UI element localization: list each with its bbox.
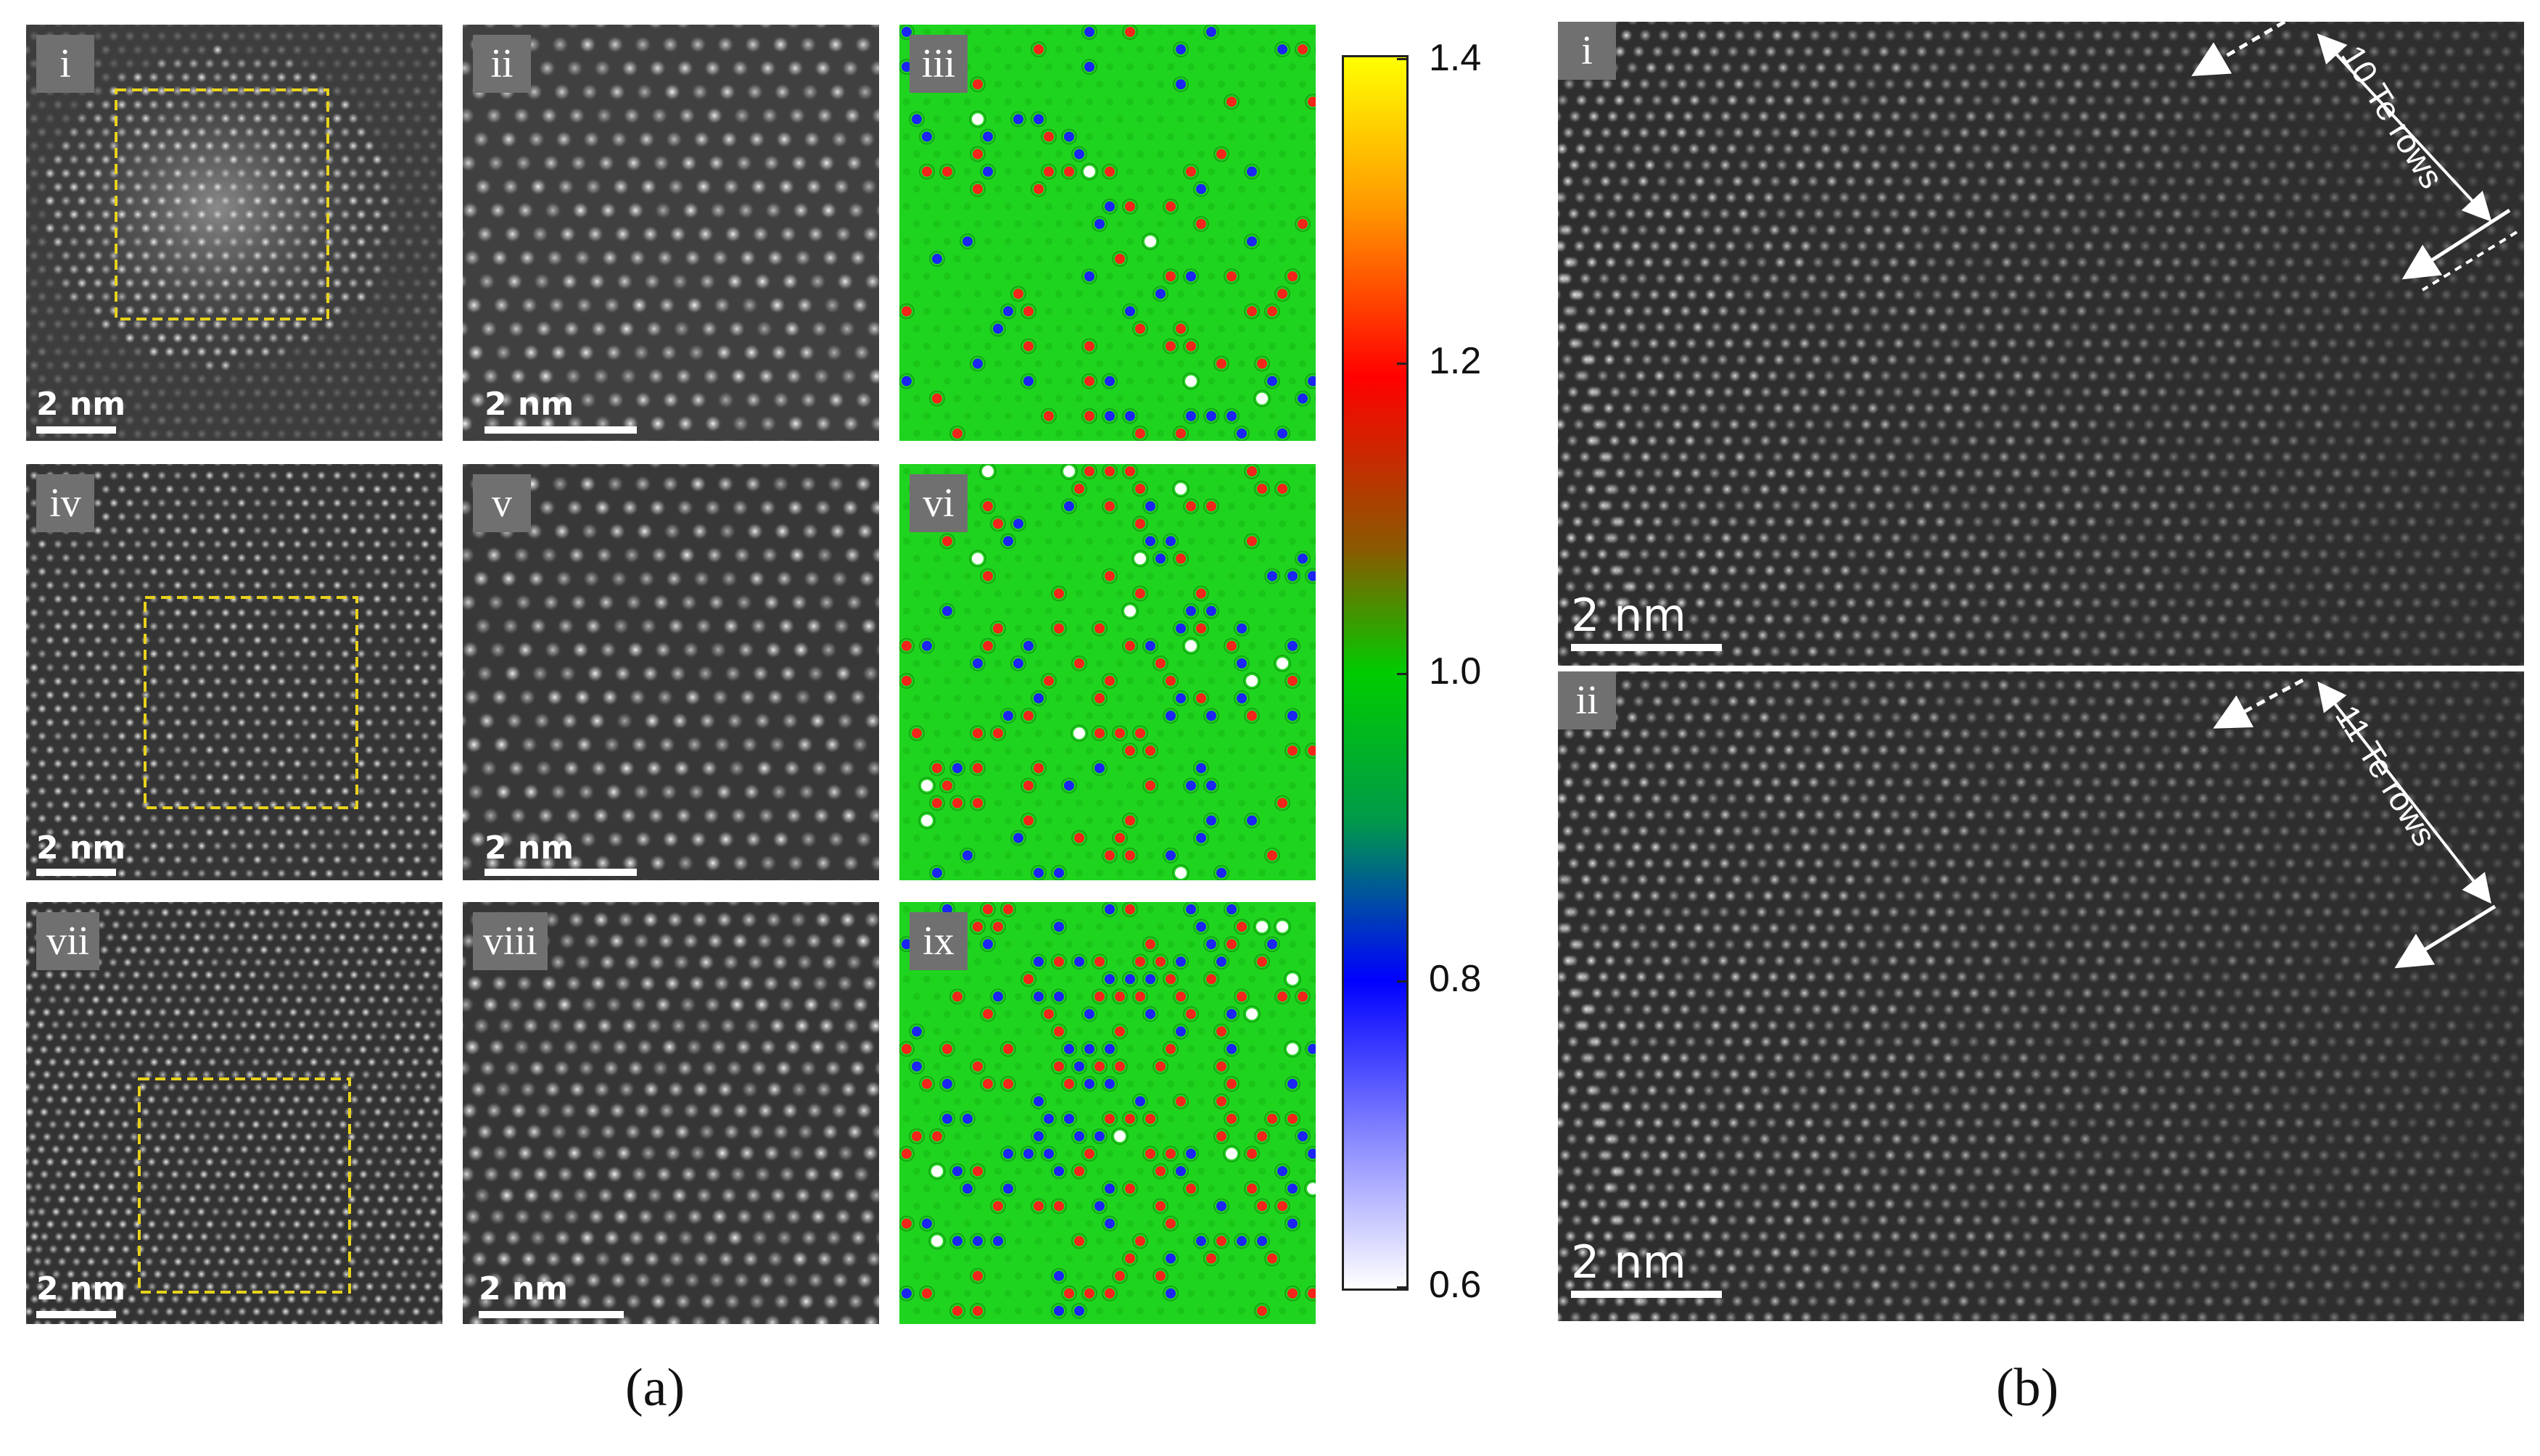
colorbar-tickmark — [1397, 363, 1409, 365]
micrograph-overview-iv: iv 2 nm — [26, 464, 442, 880]
colorbar-tickmark — [1397, 58, 1409, 60]
panel-label-b-ii: ii — [1558, 671, 1616, 729]
colorbar-tick-label: 0.8 — [1429, 958, 1482, 1000]
atom-columns — [463, 902, 879, 1324]
lattice-image — [26, 902, 442, 1324]
atom-columns — [26, 25, 442, 440]
micrograph-b-i: i 2 nm — [1558, 22, 2524, 666]
lattice-image — [26, 25, 442, 441]
colorbar-tick-label: 1.0 — [1429, 650, 1482, 692]
micrograph-zoom-v: v 2 nm — [463, 464, 879, 880]
lattice-image — [1558, 22, 2524, 666]
panel-b-divider — [1558, 666, 2524, 671]
micrograph-overview-i: i 2 nm — [26, 25, 442, 441]
micrograph-overview-vii: vii 2 nm — [26, 902, 442, 1324]
lattice-image — [463, 902, 879, 1324]
colorbar-gradient — [1344, 57, 1406, 1289]
panel-label-viii: viii — [473, 912, 548, 970]
colorbar — [1342, 55, 1409, 1291]
colorbar-tickmark — [1397, 673, 1409, 675]
lattice-image — [463, 25, 879, 441]
micrograph-zoom-viii: viii 2 nm — [463, 902, 879, 1324]
panel-label-vi: vi — [910, 474, 968, 532]
colorbar-tickmark — [1397, 980, 1409, 983]
panel-label-iii: iii — [910, 35, 968, 93]
map-atoms — [899, 902, 1316, 1319]
roi-box — [138, 1077, 351, 1294]
roi-box — [115, 88, 329, 320]
colorbar-tick-label: 1.4 — [1429, 37, 1482, 79]
intensity-map-image — [899, 25, 1316, 441]
lattice-image — [26, 464, 442, 880]
caption-a: (a) — [625, 1358, 685, 1418]
colorbar-tickmark — [1397, 1286, 1409, 1289]
intensity-map-image — [899, 464, 1316, 880]
caption-b: (b) — [1996, 1358, 2059, 1418]
panel-label-ix: ix — [910, 912, 968, 970]
intensity-map-vi: vi — [899, 464, 1316, 880]
intensity-map-image — [899, 902, 1316, 1324]
panel-label-v: v — [473, 474, 531, 532]
atom-columns — [26, 464, 442, 879]
atom-columns — [463, 25, 879, 441]
micrograph-zoom-ii: ii 2 nm — [463, 25, 879, 441]
atom-columns — [26, 902, 442, 1324]
panel-label-iv: iv — [36, 474, 94, 532]
intensity-map-iii: iii — [899, 25, 1316, 441]
intensity-map-ix: ix — [899, 902, 1316, 1324]
map-atoms — [899, 25, 1316, 441]
colorbar-tick-label: 1.2 — [1429, 340, 1482, 382]
panel-label-i: i — [36, 35, 94, 93]
panel-label-ii: ii — [473, 35, 531, 93]
panel-label-b-i: i — [1558, 22, 1616, 80]
map-atoms — [899, 464, 1316, 880]
roi-box — [144, 596, 358, 809]
colorbar-tick-label: 0.6 — [1429, 1264, 1482, 1306]
panel-label-vii: vii — [36, 912, 100, 970]
